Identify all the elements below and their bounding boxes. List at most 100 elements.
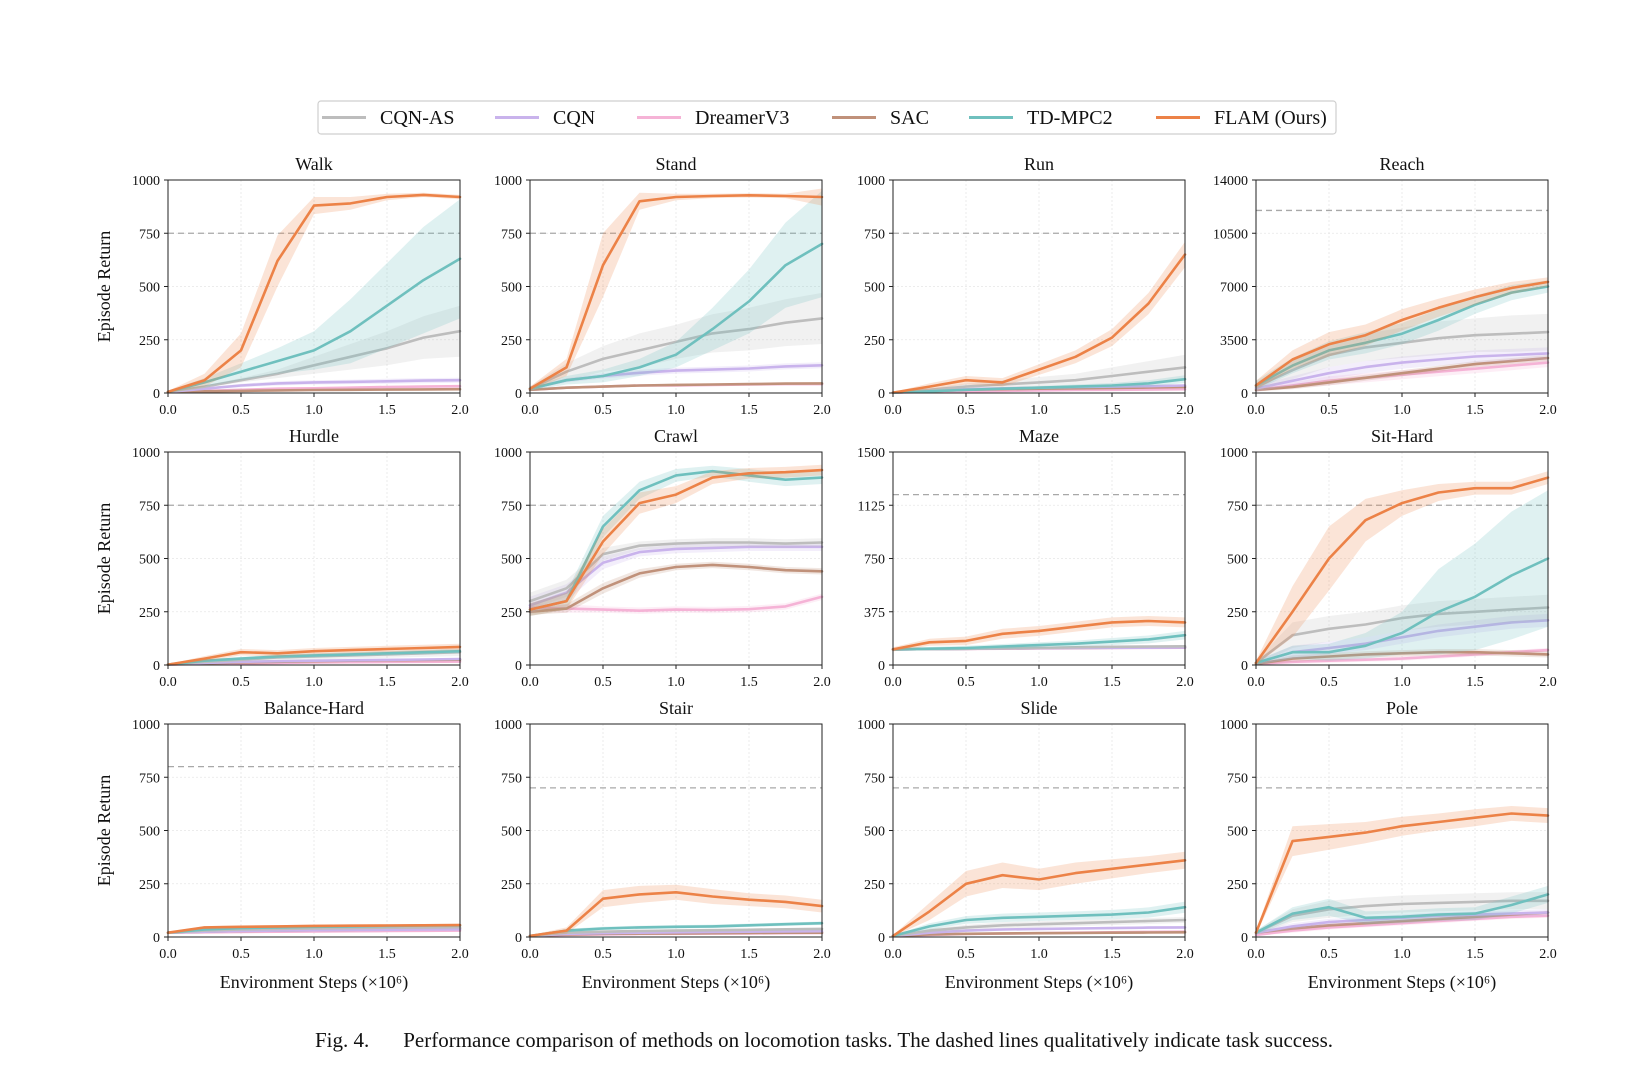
chart-panels: 0.0 0.5 1.0 1.5 2.0 0 250 500 750 1000 Walk Episode… (94, 154, 1557, 993)
series-flam-ours (1254, 277, 1550, 390)
series-line (1254, 280, 1550, 387)
series-band (893, 241, 1185, 393)
y-axis-label: Episode Return (94, 231, 114, 342)
x-tick-label: 1.0 (667, 403, 685, 418)
series-line (528, 468, 824, 611)
grid (167, 451, 461, 666)
legend-label: TD-MPC2 (1027, 107, 1113, 129)
series-line (166, 193, 462, 394)
panel-balance-hard: 0.0 0.5 1.0 1.5 2.0 0 250 500 750 1000 Balance-Har… (94, 698, 469, 993)
x-tick-label: 2.0 (1539, 403, 1557, 418)
legend-box (317, 100, 1337, 135)
series-cqn-as (891, 917, 1187, 938)
x-tick-label: 1.0 (1030, 947, 1048, 962)
x-tick-label: 0.0 (159, 403, 177, 418)
series-band (530, 542, 822, 614)
y-tick-label: 500 (1227, 553, 1248, 568)
x-axis-label: Environment Steps (×10⁶) (1308, 972, 1496, 993)
panel-maze: 0.0 0.5 1.0 1.5 2.0 0 375 750 1125 1500 Maze (857, 426, 1194, 690)
series-line (528, 317, 824, 391)
y-tick-label: 500 (864, 281, 885, 296)
series-cqn (166, 657, 462, 666)
series-line (166, 257, 462, 394)
series-flam-ours (1254, 471, 1550, 665)
series-line (528, 469, 824, 611)
series-line (891, 905, 1187, 938)
series-band (893, 901, 1185, 937)
x-tick-label: 2.0 (1176, 403, 1194, 418)
x-tick-label: 1.5 (1466, 675, 1484, 690)
panel-title: Run (1024, 154, 1054, 174)
x-tick-label: 1.0 (667, 675, 685, 690)
series-flam-ours (891, 851, 1187, 938)
y-tick-label: 250 (1227, 606, 1248, 621)
series-band (893, 354, 1185, 393)
series-td-mpc2 (166, 649, 462, 666)
x-tick-label: 0.0 (521, 403, 539, 418)
panel-title: Hurdle (289, 426, 339, 446)
x-tick-label: 1.5 (740, 675, 758, 690)
series-flam-ours (528, 188, 824, 391)
y-tick-label: 0 (153, 387, 160, 402)
y-tick-label: 1000 (1220, 718, 1248, 733)
series-line (891, 253, 1187, 394)
series-band (1256, 313, 1548, 392)
legend-item-dreamerv3: DreamerV3 (637, 107, 789, 129)
y-tick-label: 0 (878, 931, 885, 946)
x-tick-label: 1.0 (305, 403, 323, 418)
x-tick-label: 0.5 (594, 675, 612, 690)
series-td-mpc2 (528, 465, 824, 616)
x-tick-label: 2.0 (813, 403, 831, 418)
series-td-mpc2 (166, 199, 462, 394)
panel-title: Reach (1380, 154, 1425, 174)
y-tick-label: 750 (1227, 499, 1248, 514)
panel-title: Pole (1386, 698, 1418, 718)
series-line (528, 890, 824, 938)
y-tick-label: 0 (878, 659, 885, 674)
panel-title: Walk (295, 154, 333, 174)
series-line (166, 649, 462, 666)
grid (892, 179, 1186, 394)
series-line (528, 242, 824, 391)
series-line (1254, 330, 1550, 389)
series-cqn (166, 377, 462, 394)
x-tick-label: 0.5 (594, 403, 612, 418)
x-axis-label: Environment Steps (×10⁶) (582, 972, 770, 993)
x-tick-label: 2.0 (813, 675, 831, 690)
y-tick-label: 1000 (132, 446, 160, 461)
series-line (1254, 618, 1550, 665)
panel-title: Sit-Hard (1371, 426, 1433, 446)
y-tick-label: 0 (515, 659, 522, 674)
y-tick-label: 1000 (494, 446, 522, 461)
panel-title: Crawl (654, 426, 698, 446)
x-tick-label: 1.0 (1030, 403, 1048, 418)
series-line (166, 387, 462, 394)
series-line (528, 563, 824, 614)
x-tick-label: 1.5 (1103, 403, 1121, 418)
series-band (168, 192, 460, 393)
x-tick-label: 0.0 (1247, 675, 1265, 690)
series-band (893, 616, 1185, 652)
y-tick-label: 250 (1227, 878, 1248, 893)
x-tick-label: 1.0 (305, 947, 323, 962)
series-line (891, 930, 1187, 938)
x-tick-label: 2.0 (451, 675, 469, 690)
series-line (166, 923, 462, 935)
y-tick-label: 10500 (1213, 227, 1248, 242)
x-tick-label: 1.5 (1103, 675, 1121, 690)
series-band (1256, 347, 1548, 392)
panel-pole: 0.0 0.5 1.0 1.5 2.0 0 250 500 750 1000 Pole Environ… (1220, 698, 1557, 993)
y-tick-label: 750 (139, 499, 160, 514)
y-tick-label: 500 (139, 281, 160, 296)
series-sac (1254, 649, 1550, 666)
series-line (1254, 899, 1550, 935)
y-tick-label: 250 (501, 334, 522, 349)
series-line (891, 377, 1187, 394)
series-cqn (1254, 347, 1550, 392)
series-cqn-as (1254, 313, 1550, 392)
series-line (528, 194, 824, 391)
x-tick-label: 1.5 (1466, 947, 1484, 962)
series-line (1254, 285, 1550, 387)
figure-caption: Fig. 4. Performance comparison of methods… (0, 1028, 1648, 1053)
x-tick-label: 0.0 (884, 403, 902, 418)
